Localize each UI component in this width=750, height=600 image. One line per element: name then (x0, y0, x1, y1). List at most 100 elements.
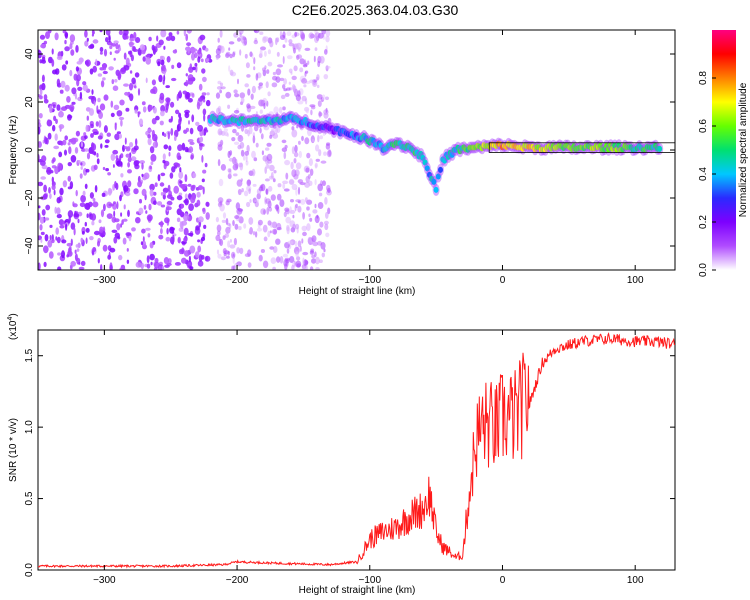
noise-speckle (174, 135, 177, 141)
noise-speckle (268, 185, 273, 192)
noise-speckle (305, 175, 310, 183)
snr-panel: −300 −200 −100 0 100 0.0 0.5 1.0 1.5 Height of s… (7, 313, 676, 596)
noise-speckle (227, 150, 231, 159)
noise-speckle (99, 103, 106, 111)
noise-speckle (141, 101, 146, 106)
noise-speckle (244, 83, 249, 88)
noise-speckle (167, 131, 170, 140)
noise-speckle (238, 162, 243, 168)
noise-speckle (122, 218, 128, 222)
noise-speckle (240, 149, 245, 157)
y-tick-label: 0 (24, 147, 35, 153)
noise-speckle (150, 161, 154, 166)
noise-speckle (321, 94, 326, 101)
noise-speckle (295, 223, 300, 230)
noise-speckle (236, 207, 243, 215)
noise-speckle (160, 192, 164, 196)
noise-speckle (188, 203, 195, 211)
noise-speckle (113, 201, 116, 205)
noise-speckle (295, 162, 302, 170)
noise-speckle (286, 31, 292, 37)
noise-speckle (305, 167, 310, 173)
noise-speckle (234, 163, 238, 169)
noise-speckle (108, 203, 115, 207)
noise-speckle (58, 124, 65, 130)
noise-speckle (67, 162, 73, 167)
noise-speckle (258, 254, 263, 262)
noise-speckle (129, 37, 135, 42)
noise-speckle (51, 165, 57, 169)
noise-speckle (325, 30, 331, 37)
noise-speckle (88, 95, 95, 100)
noise-speckle (296, 263, 301, 268)
noise-speckle (165, 36, 172, 41)
noise-speckle (224, 233, 229, 239)
noise-speckle (52, 157, 56, 163)
noise-speckle (264, 65, 267, 70)
noise-speckle (123, 204, 126, 210)
noise-speckle (302, 212, 305, 220)
noise-speckle (288, 68, 293, 74)
noise-speckle (202, 76, 207, 83)
noise-speckle (176, 62, 182, 69)
noise-speckle (99, 226, 104, 233)
noise-speckle (97, 257, 100, 264)
snr-y-multiplier: (x104) (7, 313, 19, 340)
noise-speckle (296, 54, 300, 61)
x-tick-label: −100 (359, 275, 382, 286)
noise-speckle (140, 241, 144, 246)
noise-speckle (152, 141, 159, 148)
noise-speckle (265, 81, 269, 89)
noise-speckle (175, 109, 180, 115)
noise-speckle (91, 143, 97, 151)
noise-speckle (268, 111, 274, 116)
noise-speckle (244, 253, 251, 258)
noise-speckle (176, 217, 181, 223)
noise-speckle (129, 93, 134, 102)
noise-speckle (286, 87, 291, 91)
noise-speckle (61, 64, 67, 71)
x-tick-label: −200 (226, 575, 249, 586)
noise-speckle (164, 217, 170, 224)
noise-speckle (85, 203, 91, 210)
noise-speckle (307, 236, 312, 244)
noise-speckle (297, 240, 302, 248)
noise-speckle (266, 142, 272, 147)
noise-speckle (41, 74, 45, 83)
noise-speckle (149, 253, 155, 261)
noise-speckle (45, 137, 49, 145)
noise-speckle (38, 181, 44, 187)
noise-speckle (289, 178, 295, 185)
noise-speckle (233, 89, 238, 94)
noise-speckle (107, 187, 112, 196)
noise-speckle (43, 245, 49, 254)
noise-speckle (323, 220, 329, 225)
x-tick-label: 100 (627, 575, 644, 586)
noise-speckle (196, 199, 201, 207)
noise-speckle (176, 30, 180, 35)
noise-speckle (272, 178, 276, 183)
noise-speckle (160, 220, 164, 228)
noise-speckle (122, 237, 127, 245)
noise-speckle (162, 187, 169, 193)
noise-speckle (264, 178, 270, 182)
noise-speckle (188, 66, 194, 73)
noise-speckle (95, 121, 99, 127)
noise-speckle (111, 229, 118, 233)
noise-speckle (107, 172, 111, 176)
noise-speckle (176, 195, 183, 201)
noise-speckle (233, 109, 240, 114)
noise-speckle (83, 132, 87, 136)
noise-speckle (99, 51, 103, 55)
noise-speckle (219, 200, 223, 206)
noise-speckle (129, 70, 133, 74)
noise-speckle (132, 46, 136, 52)
noise-speckle (291, 264, 295, 270)
noise-speckle (165, 206, 172, 211)
noise-speckle (143, 172, 150, 180)
noise-speckle (126, 259, 130, 264)
noise-speckle (38, 126, 41, 135)
noise-speckle (216, 224, 222, 232)
noise-speckle (217, 253, 222, 259)
noise-speckle (280, 94, 286, 100)
